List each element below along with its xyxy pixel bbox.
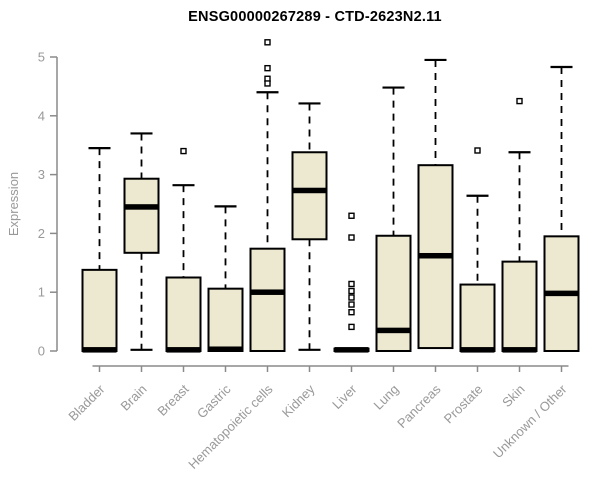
- median-line: [334, 347, 369, 353]
- y-tick-label: 0: [38, 344, 45, 359]
- y-tick-label: 2: [38, 226, 45, 241]
- outlier-point: [516, 97, 523, 105]
- iqr-box: [459, 283, 496, 352]
- outlier-point: [180, 147, 187, 155]
- x-tick-label: Unknown / Other: [490, 381, 570, 461]
- outlier-point: [348, 280, 355, 288]
- x-tick-label: Liver: [329, 381, 360, 412]
- chart-title: ENSG00000267289 - CTD-2623N2.11: [188, 9, 442, 25]
- outlier-point: [348, 287, 355, 295]
- y-tick-label: 5: [38, 50, 45, 65]
- median-line: [418, 252, 453, 259]
- outlier-point: [264, 39, 271, 46]
- x-tick-label: Prostate: [441, 382, 486, 427]
- boxplot-prostate: [459, 147, 496, 353]
- median-line: [460, 347, 495, 353]
- boxplot-gastric: [207, 205, 244, 352]
- median-line: [544, 290, 579, 297]
- iqr-box: [165, 276, 202, 352]
- outlier-point: [264, 80, 271, 87]
- outlier-point: [348, 212, 355, 219]
- boxplot-skin: [501, 97, 538, 353]
- boxplot-hematopoietic-cells: [249, 39, 286, 352]
- x-tick-label: Gastric: [194, 381, 234, 421]
- outlier-point: [474, 147, 481, 154]
- x-tick-label: Bladder: [65, 381, 108, 424]
- iqr-box: [207, 287, 244, 352]
- boxplot-brain: [123, 132, 160, 351]
- iqr-box: [501, 260, 538, 352]
- iqr-box: [81, 268, 118, 352]
- outlier-point: [348, 234, 355, 241]
- boxplot-unknown-other: [543, 65, 580, 352]
- median-line: [166, 347, 201, 353]
- median-line: [208, 346, 243, 352]
- iqr-box: [291, 151, 328, 241]
- median-line: [250, 289, 285, 295]
- median-line: [82, 347, 117, 353]
- median-line: [124, 204, 159, 210]
- y-tick-label: 3: [38, 167, 45, 182]
- x-tick-label: Lung: [371, 382, 402, 413]
- median-line: [376, 327, 411, 334]
- boxplot-kidney: [291, 102, 328, 351]
- boxplot-pancreas: [417, 58, 454, 350]
- outlier-point: [348, 308, 355, 316]
- outlier-point: [264, 64, 271, 72]
- iqr-box: [249, 247, 286, 352]
- x-tick-label: Brain: [118, 382, 150, 414]
- iqr-box: [123, 177, 160, 254]
- x-tick-label: Skin: [499, 382, 527, 410]
- outlier-point: [348, 301, 355, 308]
- x-tick-label: Breast: [154, 381, 191, 418]
- boxplot-lung: [375, 86, 412, 352]
- y-tick-label: 4: [38, 108, 45, 123]
- x-tick-label: Pancreas: [394, 381, 444, 431]
- y-tick-label: 1: [38, 285, 45, 300]
- iqr-box: [375, 234, 412, 352]
- y-axis-title: Expression: [6, 171, 21, 237]
- x-tick-label: Kidney: [279, 381, 318, 420]
- boxplot-liver: [333, 212, 370, 353]
- median-line: [292, 187, 327, 194]
- median-line: [502, 347, 537, 353]
- outlier-point: [348, 323, 355, 331]
- boxplot-bladder: [81, 147, 118, 353]
- boxplot-breast: [165, 147, 202, 353]
- outlier-point: [348, 294, 355, 301]
